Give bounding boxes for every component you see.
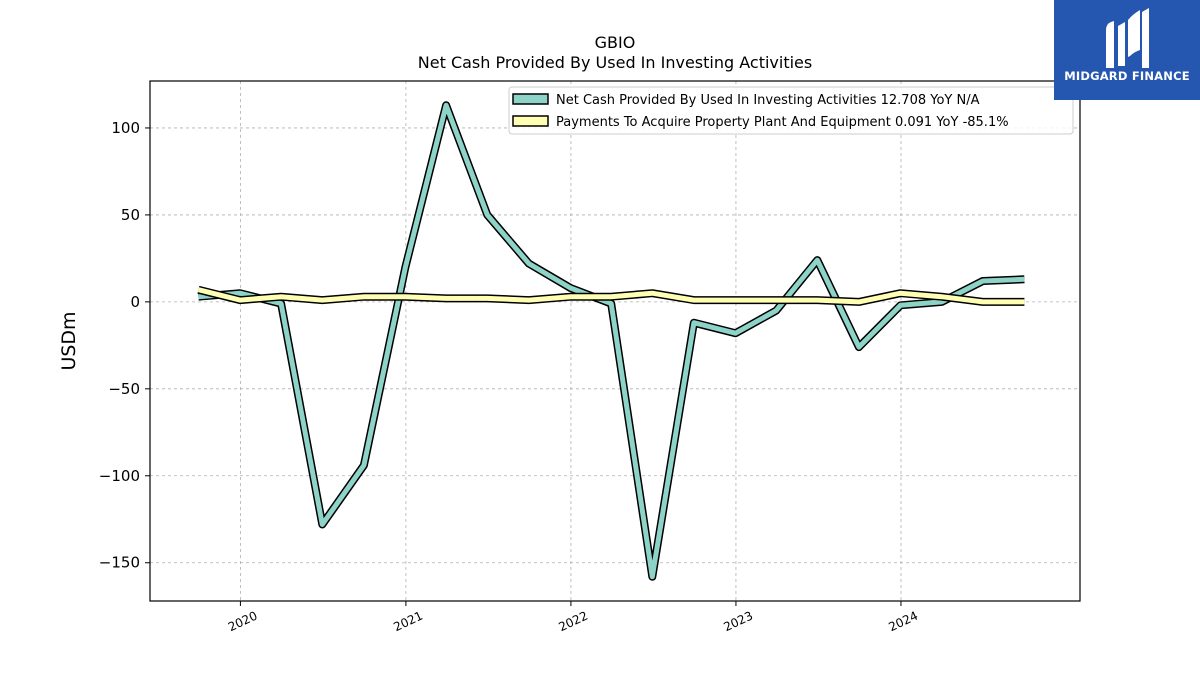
y-tick-label: 0 <box>130 293 140 311</box>
legend-swatch-capex <box>512 115 549 127</box>
midgard-finance-logo: MIDGARD FINANCE <box>1054 0 1200 100</box>
x-tick-label: 2020 <box>226 609 260 635</box>
y-tick-label: 100 <box>111 119 140 137</box>
logo-mark-icon <box>1106 8 1149 68</box>
axis-ticks: 100 50 0 −50 −100 −150 2020 2021 2022 2023 2024 <box>99 119 920 634</box>
y-tick-label: −50 <box>108 380 140 398</box>
series-group <box>197 101 1025 581</box>
series-0-line <box>198 102 1025 580</box>
x-tick-label: 2022 <box>556 609 590 635</box>
chart-subtitle: Net Cash Provided By Used In Investing A… <box>418 53 812 72</box>
legend-box <box>508 86 1074 135</box>
plot-frame <box>149 80 1081 602</box>
legend-label-capex: Payments To Acquire Property Plant And E… <box>556 115 1009 130</box>
legend: Net Cash Provided By Used In Investing A… <box>508 86 1074 135</box>
series-0-outline <box>198 101 1025 581</box>
x-tick-label: 2024 <box>886 609 920 635</box>
x-tick-label: 2021 <box>391 609 425 635</box>
y-axis-label: USDm <box>58 311 80 370</box>
x-tick-label: 2023 <box>721 609 755 635</box>
logo-text: MIDGARD FINANCE <box>1064 69 1190 83</box>
y-tick-label: −150 <box>99 554 140 572</box>
series-1-line <box>197 287 1025 305</box>
legend-label-net-cash: Net Cash Provided By Used In Investing A… <box>556 93 980 108</box>
grid <box>150 81 1080 601</box>
y-tick-label: −100 <box>99 467 140 485</box>
chart-title: GBIO <box>595 33 636 52</box>
legend-swatch-net-cash <box>512 93 549 105</box>
y-tick-label: 50 <box>121 206 140 224</box>
